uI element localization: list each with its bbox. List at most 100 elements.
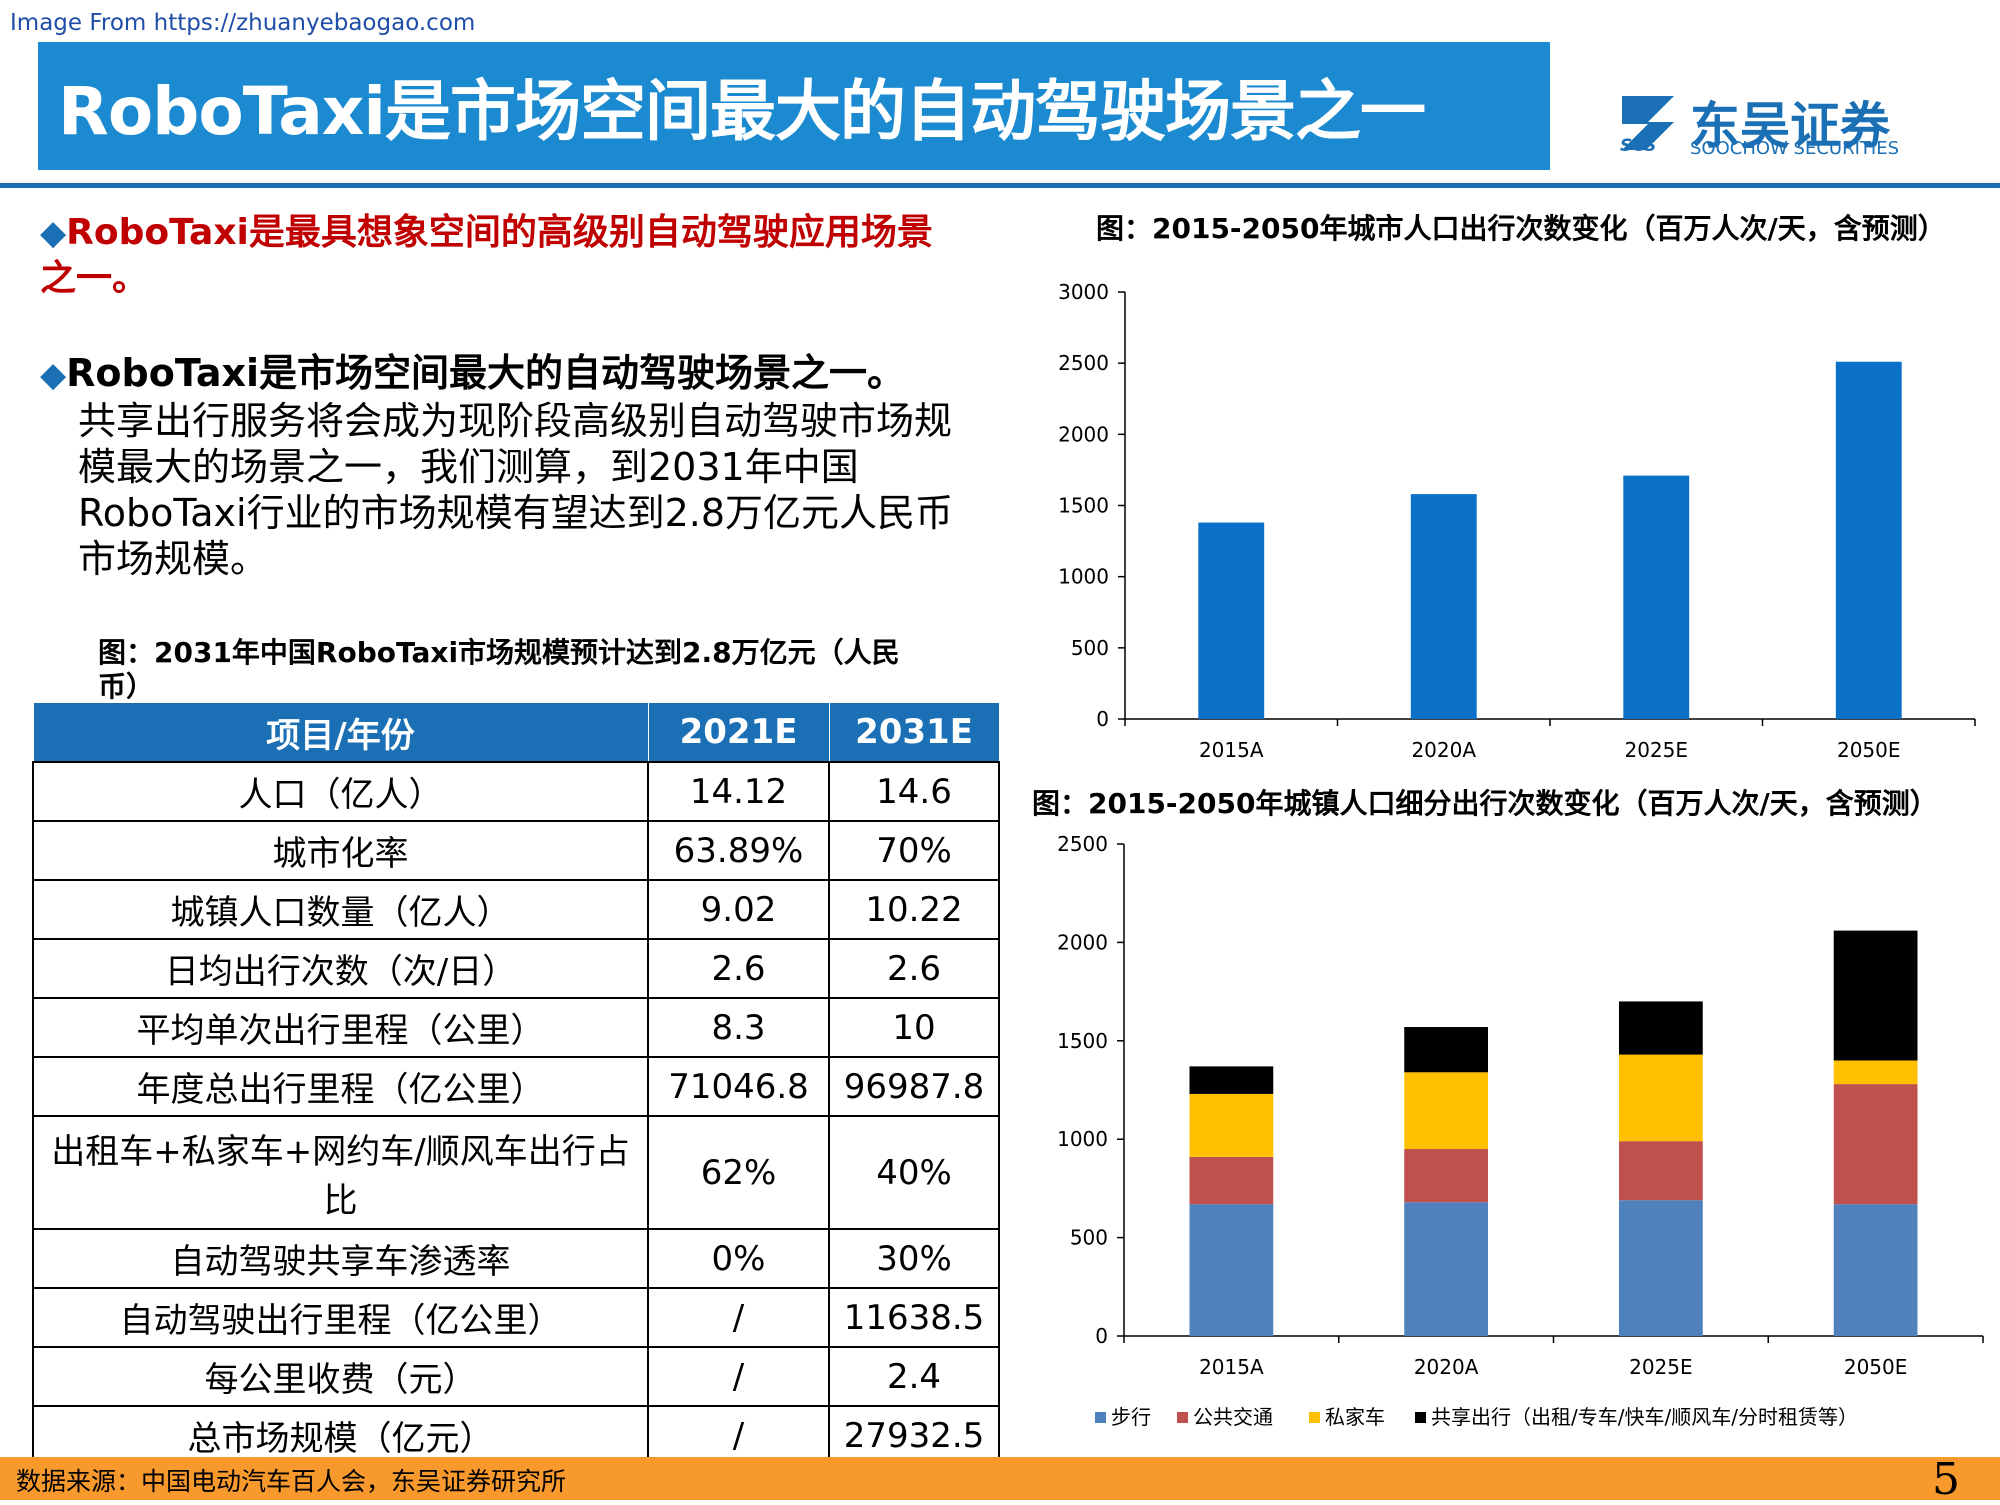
logo-name-cn: 东吴证券 xyxy=(1690,97,1890,155)
legend-swatch xyxy=(1095,1412,1106,1423)
bar-segment xyxy=(1404,1202,1489,1336)
table-row: 平均单次出行里程（公里） 8.3 10 xyxy=(32,997,1000,1058)
table-cell-item: 每公里收费（元） xyxy=(32,1346,649,1407)
table-header-item: 项目/年份 xyxy=(32,702,649,763)
table-cell-2031: 10 xyxy=(828,997,1000,1058)
page-title: RoboTaxi是市场空间最大的自动驾驶场景之一 xyxy=(58,73,1426,150)
y-tick-label: 2500 xyxy=(1057,832,1108,856)
bar-segment xyxy=(1618,1200,1703,1336)
table-cell-2021: 62% xyxy=(647,1115,830,1230)
company-logo xyxy=(1622,96,1674,150)
y-tick-label: 0 xyxy=(1095,1324,1108,1348)
table-row: 每公里收费（元）/2.4 xyxy=(32,1346,1000,1407)
table-cell-item: 城镇人口数量（亿人） xyxy=(32,879,649,940)
table-row: 出租车+私家车+网约车/顺风车出行占比 62% 40% xyxy=(32,1115,1000,1230)
bar-segment xyxy=(1833,1204,1918,1336)
table-header-2031: 2031E xyxy=(828,702,1000,763)
x-tick-label: 2025E xyxy=(1624,738,1688,762)
bar-segment xyxy=(1189,1156,1274,1205)
table-cell-2021: 0% xyxy=(647,1228,830,1289)
logo-abbr: SCS xyxy=(1620,136,1657,156)
bar-segment xyxy=(1833,1060,1918,1085)
table-cell-item: 自动驾驶出行里程（亿公里） xyxy=(32,1287,649,1348)
y-tick-label: 1500 xyxy=(1057,1029,1108,1053)
y-tick-label: 500 xyxy=(1070,1226,1108,1250)
watermark-text: Image From https://zhuanyebaogao.com xyxy=(10,10,476,36)
table-row: 自动驾驶共享车渗透率 0% 30% xyxy=(32,1228,1000,1289)
table-cell-2031: 96987.8 xyxy=(828,1056,1000,1117)
table-cell-2021: 63.89% xyxy=(647,820,830,881)
diamond-bullet-icon: ◆ xyxy=(40,213,67,253)
table-cell-2031: 11638.5 xyxy=(828,1287,1000,1348)
legend-label: 私家车 xyxy=(1325,1405,1385,1429)
bar xyxy=(1835,361,1902,719)
bar xyxy=(1198,522,1265,719)
table-cell-2031: 27932.5 xyxy=(828,1405,1000,1466)
table-row: 日均出行次数（次/日） 2.6 2.6 xyxy=(32,938,1000,999)
table-cell-item: 总市场规模（亿元） xyxy=(32,1405,649,1466)
y-tick-label: 0 xyxy=(1096,707,1109,731)
table-cell-item: 年度总出行里程（亿公里） xyxy=(32,1056,649,1117)
x-tick-label: 2050E xyxy=(1837,738,1901,762)
footer-bar xyxy=(0,1457,2000,1500)
table-cell-item: 出租车+私家车+网约车/顺风车出行占比 xyxy=(32,1115,649,1230)
legend-label: 步行 xyxy=(1111,1405,1151,1429)
table-cell-2031: 70% xyxy=(828,820,1000,881)
diamond-bullet-icon: ◆ xyxy=(40,355,67,395)
legend-swatch xyxy=(1415,1412,1426,1423)
bar-segment xyxy=(1618,1054,1703,1142)
table-cell-2031: 10.22 xyxy=(828,879,1000,940)
bar-segment xyxy=(1404,1027,1489,1073)
table-header-2021: 2021E xyxy=(647,702,830,763)
legend-label: 公共交通 xyxy=(1193,1405,1273,1429)
bullet-2-lead: RoboTaxi是市场空间最大的自动驾驶场景之一。 xyxy=(66,351,906,395)
table-row: 城镇人口数量（亿人） 9.02 10.22 xyxy=(32,879,1000,940)
bar-segment xyxy=(1189,1093,1274,1157)
table-row: 年度总出行里程（亿公里） 71046.8 96987.8 xyxy=(32,1056,1000,1117)
y-tick-label: 1500 xyxy=(1058,494,1109,518)
bar-segment xyxy=(1189,1204,1274,1336)
y-tick-label: 3000 xyxy=(1058,280,1109,304)
y-tick-label: 500 xyxy=(1071,636,1109,660)
x-tick-label: 2025E xyxy=(1629,1355,1693,1379)
y-tick-label: 2500 xyxy=(1058,351,1109,375)
title-bar xyxy=(38,42,1550,170)
x-tick-label: 2020A xyxy=(1411,738,1476,762)
bullet-1-text: RoboTaxi是最具想象空间的高级别自动驾驶应用场景之一。 xyxy=(40,212,933,299)
table-cell-2021: 2.6 xyxy=(647,938,830,999)
table-cell-item: 城市化率 xyxy=(32,820,649,881)
logo-name-en: SOOCHOW SECURITIES xyxy=(1690,138,1900,159)
bar-segment xyxy=(1618,1141,1703,1201)
table-cell-2031: 30% xyxy=(828,1228,1000,1289)
legend-swatch xyxy=(1177,1412,1188,1423)
chart2-title: 图：2015-2050年城镇人口细分出行次数变化（百万人次/天，含预测） xyxy=(1032,787,1938,820)
x-tick-label: 2020A xyxy=(1414,1355,1479,1379)
y-tick-label: 1000 xyxy=(1057,1127,1108,1151)
y-tick-label: 2000 xyxy=(1058,422,1109,446)
bar xyxy=(1623,475,1690,719)
table-cell-2031: 2.6 xyxy=(828,938,1000,999)
x-tick-label: 2015A xyxy=(1199,738,1264,762)
bar-segment xyxy=(1618,1001,1703,1055)
table-cell-2021: 9.02 xyxy=(647,879,830,940)
page-number: 5 xyxy=(1932,1454,1960,1505)
bar-segment xyxy=(1404,1149,1489,1203)
x-tick-label: 2050E xyxy=(1844,1355,1908,1379)
table-cell-2021: / xyxy=(647,1346,830,1407)
table-cell-2021: 71046.8 xyxy=(647,1056,830,1117)
market-size-table: 项目/年份 2021E 2031E 人口（亿人） 14.12 14.6 城市化率 63.… xyxy=(32,702,1000,1466)
bar-segment xyxy=(1833,930,1918,1061)
table-cell-2031: 40% xyxy=(828,1115,1000,1230)
chart1-bar-chart: 0 500 1000 1500 2000 2500 3000 2015A 2020A 2025E 2… xyxy=(1058,280,1976,762)
table-row: 人口（亿人） 14.12 14.6 xyxy=(32,761,1000,822)
chart1-title: 图：2015-2050年城市人口出行次数变化（百万人次/天，含预测） xyxy=(1096,212,1946,245)
table-title: 图：2031年中国RoboTaxi市场规模预计达到2.8万亿元（人民币） xyxy=(98,636,900,703)
source-note: 数据来源：中国电动汽车百人会，东吴证券研究所 xyxy=(16,1467,567,1496)
chart2-stacked-bar-chart: 0 500 1000 1500 2000 2500 2015A 2020A 2025E 2050E… xyxy=(1057,832,1984,1429)
x-tick-label: 2015A xyxy=(1199,1355,1264,1379)
table-cell-2031: 2.4 xyxy=(828,1346,1000,1407)
table-header-row: 项目/年份 2021E 2031E xyxy=(32,702,1000,763)
bar-segment xyxy=(1404,1072,1489,1150)
bar-segment xyxy=(1833,1084,1918,1205)
table-cell-2021: 14.12 xyxy=(647,761,830,822)
